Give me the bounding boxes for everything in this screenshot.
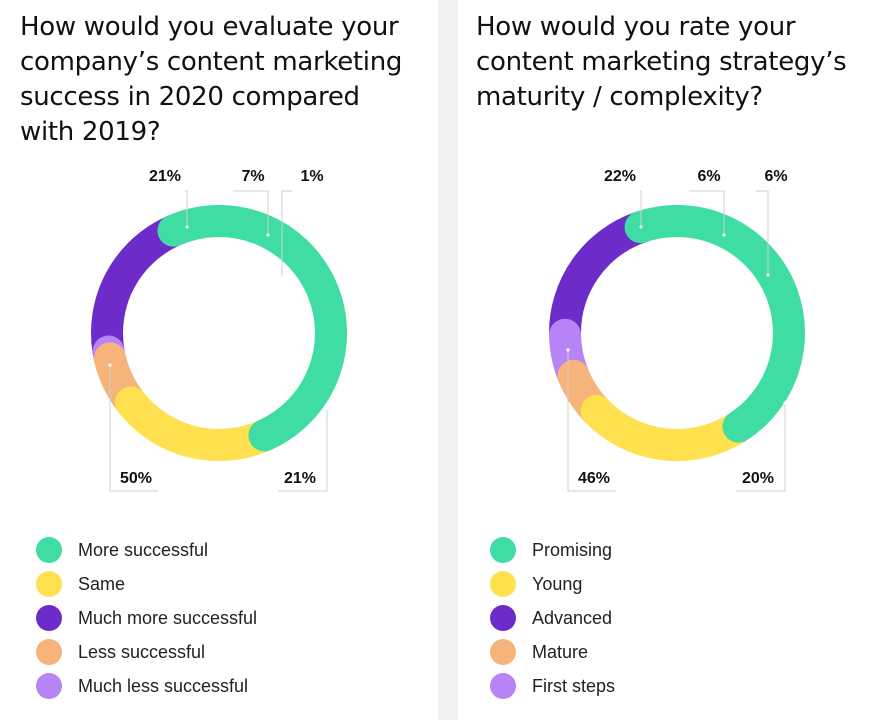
legend-item: Less successful — [36, 635, 257, 669]
legend-label: Much less successful — [78, 675, 249, 696]
leader-dot — [783, 401, 787, 405]
legend-swatch — [490, 537, 516, 563]
leader-dot — [108, 363, 112, 367]
legend-swatch — [36, 605, 62, 631]
legend-item: Much more successful — [36, 601, 257, 635]
donut-slice-more-successful — [91, 205, 347, 461]
legend-label: Advanced — [532, 607, 613, 628]
panel-divider — [438, 0, 458, 720]
donut-slice-young — [549, 205, 805, 461]
leader-line — [756, 190, 769, 275]
value-label: 21% — [149, 168, 181, 185]
leader-line — [567, 350, 616, 492]
legend-item: Young — [490, 567, 615, 601]
donut-chart-maturity: 46% 22% 6% 6% 20% — [549, 168, 805, 492]
donut-slice-less-successful — [91, 205, 347, 461]
legend-swatch — [36, 639, 62, 665]
leader-line — [185, 190, 188, 227]
leader-line — [281, 190, 292, 278]
leader-dot — [185, 225, 189, 229]
legend-label: Less successful — [78, 641, 206, 662]
leader-dot — [722, 233, 726, 237]
chart-title: How would you rate your content marketin… — [476, 12, 847, 112]
leader-line — [640, 190, 642, 227]
chart-panel-success: How would you evaluate your company’s co… — [0, 0, 438, 720]
legend-swatch — [490, 605, 516, 631]
legend-item: Much less successful — [36, 669, 257, 703]
donut-chart-success: 50% 21% 7% 1% 21% — [91, 168, 347, 492]
leader-line — [736, 403, 786, 492]
chart-legend: More successful Same Much more successfu… — [36, 533, 257, 703]
leader-dot — [280, 276, 284, 280]
leader-line — [689, 190, 725, 235]
value-label: 46% — [578, 470, 610, 487]
leader-line — [233, 190, 269, 235]
legend-item: Advanced — [490, 601, 615, 635]
leader-dot — [639, 225, 643, 229]
value-label: 22% — [604, 168, 636, 185]
legend-item: First steps — [490, 669, 615, 703]
legend-swatch — [36, 537, 62, 563]
leader-line — [109, 365, 158, 492]
value-label: 50% — [120, 470, 152, 487]
legend-item: Mature — [490, 635, 615, 669]
legend-label: More successful — [78, 539, 209, 560]
legend-swatch — [490, 673, 516, 699]
legend-label: Same — [78, 573, 126, 594]
value-label: 6% — [764, 168, 787, 185]
value-label: 20% — [742, 470, 774, 487]
leader-dot — [266, 233, 270, 237]
legend-swatch — [490, 639, 516, 665]
chart-panel-maturity: How would you rate your content marketin… — [458, 0, 896, 720]
chart-legend: Promising Young Advanced Mature First st… — [490, 533, 615, 703]
legend-item: Promising — [490, 533, 615, 567]
legend-item: More successful — [36, 533, 257, 567]
legend-label: Young — [532, 573, 583, 594]
leader-dot — [325, 406, 329, 410]
value-label: 6% — [697, 168, 720, 185]
chart-title: How would you evaluate your company’s co… — [20, 12, 403, 147]
leader-dot — [766, 273, 770, 277]
legend-item: Same — [36, 567, 257, 601]
legend-swatch — [36, 571, 62, 597]
donut-slice-mature — [549, 205, 805, 461]
legend-swatch — [36, 673, 62, 699]
legend-label: Much more successful — [78, 607, 258, 628]
value-label: 1% — [300, 168, 323, 185]
leader-line — [278, 408, 328, 492]
legend-label: Mature — [532, 641, 589, 662]
value-label: 7% — [241, 168, 264, 185]
leader-dot — [566, 348, 570, 352]
value-label: 21% — [284, 470, 316, 487]
legend-label: Promising — [532, 539, 613, 560]
legend-label: First steps — [532, 675, 616, 696]
legend-swatch — [490, 571, 516, 597]
